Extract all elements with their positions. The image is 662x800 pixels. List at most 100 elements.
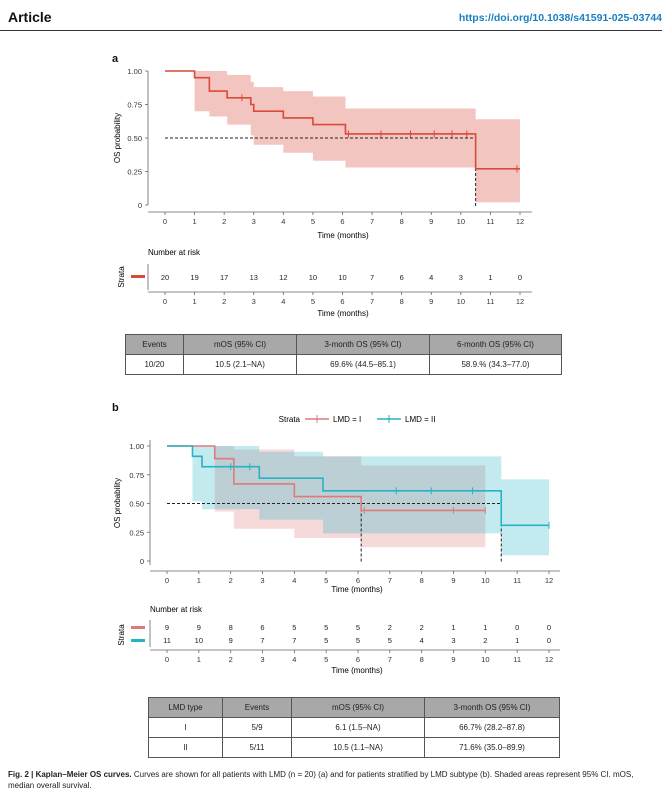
x-tick-label: 2 [222, 217, 226, 226]
risk-count: 0 [547, 636, 551, 645]
table-cell: 10.5 (2.1–NA) [183, 354, 297, 375]
figure-caption: Fig. 2 | Kaplan–Meier OS curves. Curves … [8, 769, 660, 791]
risk-count: 9 [229, 636, 233, 645]
risk-count: 17 [220, 273, 228, 282]
risk-strata-label: Strata [117, 624, 126, 646]
doi-link[interactable]: https://doi.org/10.1038/s41591-025-03744 [458, 12, 662, 24]
table-header-cell: Events [125, 334, 184, 355]
x-tick-label: 10 [457, 297, 465, 306]
article-label: Article [8, 9, 52, 25]
risk-count: 0 [518, 273, 522, 282]
ci-band-lmd-ii [167, 446, 549, 556]
risk-strata-label: Strata [117, 266, 126, 288]
x-tick-label: 12 [545, 576, 553, 585]
risk-count: 6 [260, 623, 264, 632]
risk-count: 5 [356, 636, 360, 645]
x-tick-label: 8 [400, 297, 404, 306]
table-header-cell: mOS (95% CI) [291, 697, 425, 718]
x-tick-label: 12 [516, 297, 524, 306]
y-tick-label: 0.75 [129, 471, 144, 480]
x-tick-label: 1 [192, 217, 196, 226]
x-tick-label: 4 [281, 297, 285, 306]
summary-table-b: LMD type Events mOS (95% CI) 3-month OS … [148, 697, 560, 758]
table-cell: 10.5 (1.1–NA) [291, 737, 425, 758]
table-cell: 6.1 (1.5–NA) [291, 717, 425, 738]
table-cell: 69.6% (44.5–85.1) [296, 354, 430, 375]
risk-table-title: Number at risk [150, 605, 203, 614]
x-tick-label: 6 [340, 297, 344, 306]
risk-count: 10 [195, 636, 203, 645]
x-tick-label: 9 [451, 576, 455, 585]
risk-count: 2 [388, 623, 392, 632]
y-axis-label: OS probability [113, 113, 122, 163]
risk-count: 9 [197, 623, 201, 632]
x-tick-label: 7 [388, 655, 392, 664]
risk-count: 20 [161, 273, 169, 282]
x-tick-label: 2 [229, 576, 233, 585]
x-tick-label: 0 [163, 297, 167, 306]
table-row: I 5/9 6.1 (1.5–NA) 66.7% (28.2–87.8) [148, 717, 560, 738]
risk-count: 2 [483, 636, 487, 645]
table-header-cell: mOS (95% CI) [183, 334, 297, 355]
x-axis-label: Time (months) [331, 585, 383, 594]
risk-count: 3 [459, 273, 463, 282]
risk-count: 0 [515, 623, 519, 632]
table-cell: I [148, 717, 223, 738]
x-tick-label: 5 [324, 576, 328, 585]
risk-count: 3 [451, 636, 455, 645]
table-cell: 10/20 [125, 354, 184, 375]
y-tick-label: 0.25 [129, 528, 144, 537]
x-tick-label: 0 [165, 576, 169, 585]
table-row: 10/20 10.5 (2.1–NA) 69.6% (44.5–85.1) 58… [125, 354, 562, 375]
legend-label-lmd-i: LMD = I [333, 415, 361, 424]
table-header-cell: 3-month OS (95% CI) [296, 334, 430, 355]
strata-all-swatch [131, 275, 145, 278]
x-tick-label: 2 [229, 655, 233, 664]
km-plot-b: Strata LMD = I LMD = II 1.00 0.75 0.50 0.25… [113, 415, 560, 594]
y-tick-label: 0 [138, 201, 142, 210]
risk-count: 10 [309, 273, 317, 282]
x-tick-label: 10 [481, 655, 489, 664]
legend-item-lmd-i: LMD = I [305, 415, 361, 424]
x-tick-label: 3 [252, 297, 256, 306]
x-tick-label: 6 [340, 217, 344, 226]
x-tick-label: 9 [429, 217, 433, 226]
table-row: II 5/11 10.5 (1.1–NA) 71.6% (35.0–89.9) [148, 737, 560, 758]
risk-count: 1 [483, 623, 487, 632]
strata-lmd-ii-swatch [131, 639, 145, 642]
article-header: Article https://doi.org/10.1038/s41591-0… [0, 0, 662, 31]
number-at-risk-a: Number at risk Strata 20 19 17 13 12 10 10 7 6 4 3… [117, 248, 532, 318]
table-cell: II [148, 737, 223, 758]
x-tick-label: 1 [192, 297, 196, 306]
y-tick-label: 1.00 [127, 67, 142, 76]
km-plot-a: 1.000.750.500.250 0 1 2 3 4 5 6 7 8 9 10 11 12 OS pr… [113, 67, 532, 240]
risk-count: 10 [338, 273, 346, 282]
x-tick-label: 1 [197, 655, 201, 664]
x-tick-label: 4 [292, 655, 296, 664]
x-tick-label: 11 [513, 655, 521, 664]
panel-a-label: a [112, 53, 119, 65]
y-tick-label: 0.75 [127, 101, 142, 110]
risk-table-title: Number at risk [148, 248, 201, 257]
risk-count: 7 [370, 273, 374, 282]
x-tick-label: 11 [487, 217, 495, 226]
legend-item-lmd-ii: LMD = II [377, 415, 435, 424]
risk-count: 1 [488, 273, 492, 282]
risk-x-axis-label: Time (months) [317, 309, 369, 318]
y-tick-label: 0.50 [129, 500, 144, 509]
x-tick-label: 4 [292, 576, 296, 585]
risk-count: 5 [356, 623, 360, 632]
x-tick-label: 1 [197, 576, 201, 585]
caption-text: Curves are shown for all patients with L… [8, 770, 634, 790]
x-tick-label: 7 [370, 297, 374, 306]
table-header-cell: Events [222, 697, 292, 718]
caption-label: Fig. 2 | Kaplan–Meier OS curves. [8, 770, 132, 779]
table-cell: 5/9 [222, 717, 292, 738]
x-tick-label: 6 [356, 576, 360, 585]
y-tick-label: 0.25 [127, 168, 142, 177]
x-tick-label: 10 [457, 217, 465, 226]
risk-count: 7 [260, 636, 264, 645]
y-tick-label: 1.00 [129, 442, 144, 451]
survival-curve-lmd-i [167, 445, 486, 512]
summary-table-a: Events mOS (95% CI) 3-month OS (95% CI) … [125, 334, 562, 375]
